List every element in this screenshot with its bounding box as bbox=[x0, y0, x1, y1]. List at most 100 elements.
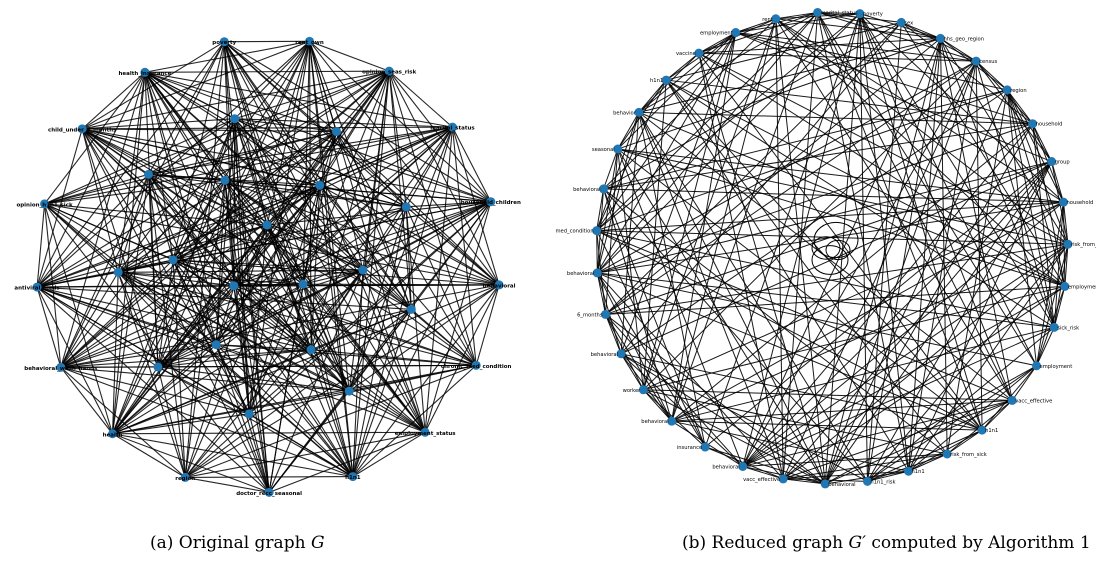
graph-node bbox=[406, 304, 416, 314]
edge bbox=[117, 118, 236, 273]
edge bbox=[405, 206, 426, 433]
graph-node bbox=[771, 14, 781, 24]
edge bbox=[698, 52, 983, 431]
edge bbox=[60, 269, 364, 368]
node-label: poverty bbox=[863, 12, 883, 18]
edge bbox=[859, 13, 1055, 328]
edge bbox=[824, 89, 1008, 485]
graph-node bbox=[384, 66, 394, 76]
edge bbox=[671, 243, 1069, 422]
edge bbox=[603, 123, 1033, 190]
edge bbox=[348, 284, 500, 392]
edge bbox=[81, 128, 119, 273]
edge bbox=[352, 284, 500, 477]
graph-node bbox=[113, 267, 123, 277]
node-label: behavioral bbox=[641, 419, 668, 425]
self-loop bbox=[813, 221, 859, 259]
graph-node bbox=[601, 309, 611, 319]
edge bbox=[603, 188, 673, 422]
edge bbox=[352, 269, 364, 477]
edge bbox=[1036, 327, 1055, 366]
edge bbox=[617, 148, 1064, 203]
edge bbox=[224, 180, 250, 414]
edge bbox=[310, 269, 364, 350]
edge bbox=[939, 38, 948, 455]
edge bbox=[148, 173, 268, 226]
graph-node bbox=[494, 280, 504, 290]
graph-node bbox=[1060, 281, 1070, 291]
edge bbox=[405, 206, 412, 310]
edge bbox=[388, 70, 500, 286]
edge bbox=[617, 148, 1069, 245]
edge bbox=[319, 185, 412, 310]
edge bbox=[157, 349, 312, 368]
node-label: chronic_med_condition bbox=[441, 364, 512, 370]
edge bbox=[117, 174, 150, 273]
node-label: health_insurance bbox=[118, 71, 171, 77]
edge bbox=[36, 286, 250, 415]
edge bbox=[666, 79, 1033, 125]
edge bbox=[309, 41, 338, 132]
node-label: insurance bbox=[677, 445, 702, 451]
edge bbox=[638, 112, 706, 448]
edge bbox=[336, 70, 390, 132]
edge bbox=[824, 123, 1034, 485]
node-label: region bbox=[1010, 88, 1026, 94]
edge bbox=[642, 389, 673, 422]
edge bbox=[665, 52, 700, 81]
graph-node bbox=[315, 180, 325, 190]
edge bbox=[859, 13, 1037, 366]
edge bbox=[172, 70, 390, 261]
edge bbox=[817, 12, 1037, 367]
edge bbox=[908, 453, 948, 472]
edge bbox=[266, 224, 312, 350]
edge bbox=[223, 41, 304, 285]
graph-node bbox=[168, 255, 178, 265]
edge bbox=[824, 365, 1037, 485]
edge bbox=[157, 283, 304, 368]
edge bbox=[266, 224, 304, 285]
edge bbox=[742, 161, 1052, 467]
edge bbox=[185, 476, 270, 493]
node-label: worker bbox=[623, 388, 642, 394]
edge bbox=[451, 127, 477, 366]
edge bbox=[596, 79, 667, 231]
edge bbox=[157, 366, 186, 478]
edge bbox=[266, 224, 364, 271]
edge bbox=[37, 286, 412, 310]
edge bbox=[642, 80, 667, 390]
edge bbox=[112, 433, 270, 493]
graph-node bbox=[344, 386, 354, 396]
edge bbox=[908, 243, 1069, 472]
edge bbox=[118, 271, 304, 285]
edge bbox=[60, 41, 225, 368]
edge bbox=[817, 12, 1013, 401]
graph-node bbox=[40, 199, 50, 209]
edge bbox=[597, 272, 983, 431]
edge bbox=[783, 399, 1013, 480]
edge bbox=[603, 188, 1064, 203]
edge bbox=[603, 148, 619, 190]
edge bbox=[603, 89, 1008, 190]
edge bbox=[172, 224, 268, 261]
node-layer bbox=[32, 36, 504, 497]
node-label: behavioral bbox=[567, 271, 594, 277]
edge bbox=[223, 41, 337, 133]
edge bbox=[824, 13, 861, 484]
edge bbox=[233, 285, 312, 351]
edge bbox=[82, 126, 453, 130]
edge bbox=[60, 366, 350, 392]
edge bbox=[603, 188, 868, 482]
edge bbox=[302, 283, 350, 392]
edge bbox=[172, 180, 226, 261]
edge bbox=[603, 188, 948, 455]
edge bbox=[352, 431, 426, 478]
edge bbox=[597, 272, 1055, 328]
graph-node bbox=[471, 360, 481, 370]
edge bbox=[671, 420, 983, 431]
edge bbox=[617, 148, 644, 390]
edge bbox=[742, 465, 784, 480]
edge bbox=[596, 13, 861, 232]
edge bbox=[597, 272, 1037, 367]
edge bbox=[775, 18, 1013, 401]
